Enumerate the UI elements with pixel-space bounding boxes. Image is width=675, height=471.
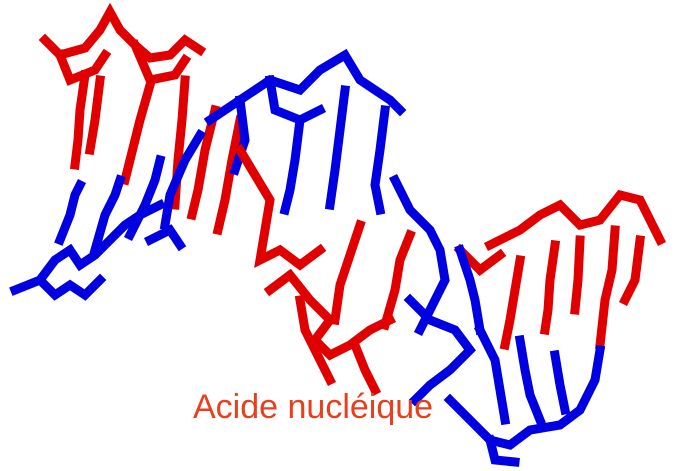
dna-model: [9, 2, 667, 467]
caption: Acide nucléique: [193, 388, 433, 426]
red-strand-right: [453, 189, 667, 351]
red-strand-middle: [233, 143, 416, 397]
blue-strand-middle: [203, 48, 450, 337]
red-strand-left: [38, 2, 246, 236]
blue-strand-right: [403, 244, 606, 467]
blue-strand-left: [9, 128, 207, 301]
